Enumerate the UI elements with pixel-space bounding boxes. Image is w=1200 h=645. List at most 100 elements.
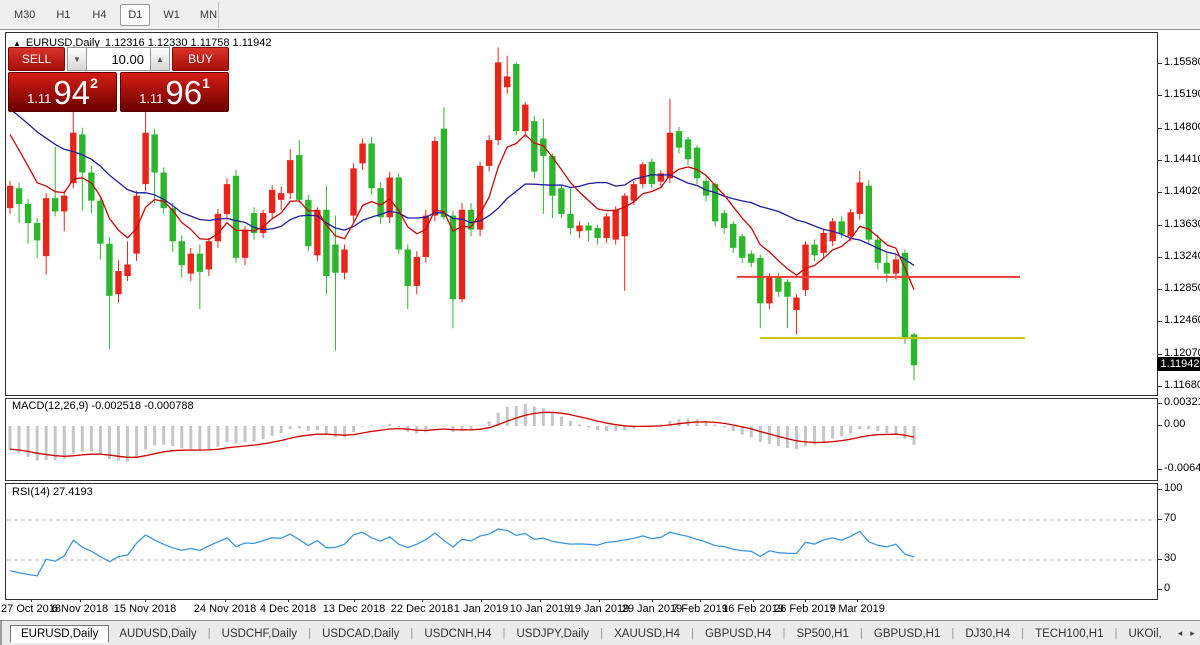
date-axis[interactable]: 27 Oct 2018 6 Nov 2018 15 Nov 2018 24 Nov 2… (0, 599, 1200, 619)
date-tick (80, 599, 81, 602)
chart-tab[interactable]: USDCNH,H4 (424, 627, 492, 640)
timeframe-button-h1[interactable]: H1 (48, 4, 78, 26)
sell-button[interactable]: SELL (8, 47, 65, 71)
volume-spinner: ▼ ▲ (67, 47, 170, 71)
date-label: 19 Jan 2019 (568, 603, 630, 615)
date-tick (540, 599, 541, 602)
price-axis-label-tick (1157, 63, 1162, 64)
date-label: 29 Jan 2019 (621, 603, 683, 615)
sell-price-button[interactable]: 1.11 94 2 (8, 72, 117, 112)
tab-separator: | (859, 627, 863, 640)
volume-input[interactable] (87, 47, 150, 71)
chart-tab[interactable]: DJ30,H4 (965, 627, 1011, 640)
timeframe-button-m30[interactable]: M30 (7, 4, 42, 26)
price-axis-label: 1.14020 (1164, 185, 1200, 197)
date-label: 27 Oct 2018 (1, 603, 61, 615)
chart-tab[interactable]: USDCHF,Daily (221, 627, 298, 640)
volume-increase-button[interactable]: ▲ (150, 47, 170, 71)
chart-tab[interactable]: AUDUSD,Daily (119, 627, 197, 640)
collapse-triangle-icon[interactable]: ▲ (13, 38, 21, 48)
chart-tab[interactable]: UKOil, (1128, 627, 1162, 640)
rsi-axis-label: 70 (1164, 512, 1177, 524)
tab-separator: | (1021, 627, 1025, 640)
price-axis-label: 1.14800 (1164, 121, 1200, 133)
tab-separator: | (207, 627, 211, 640)
price-axis-label: 1.12070 (1164, 347, 1200, 359)
buy-price-button[interactable]: 1.11 96 1 (120, 72, 229, 112)
price-chart-pane[interactable] (5, 32, 1158, 396)
price-axis-label: 1.14410 (1164, 153, 1200, 165)
tab-scroll-left-icon[interactable]: ◂ (1177, 628, 1183, 638)
tabbar-grip (0, 621, 6, 645)
price-axis-label-tick (1157, 192, 1162, 193)
date-tick (652, 599, 653, 602)
chart-tab[interactable]: SP500,H1 (796, 627, 849, 640)
price-axis-label: 1.12460 (1164, 314, 1200, 326)
macd-axis-label: 0.003216 (1164, 396, 1200, 408)
rsi-chart-canvas[interactable] (7, 485, 1158, 600)
macd-chart-canvas[interactable] (7, 400, 1158, 481)
timeframe-button-d1[interactable]: D1 (120, 3, 151, 26)
chart-tab[interactable]: GBPUSD,H1 (873, 627, 941, 640)
chart-tab[interactable]: TECH100,H1 (1035, 627, 1104, 640)
price-axis-label-tick (1157, 354, 1162, 355)
price-axis-label: 1.13240 (1164, 250, 1200, 262)
candlestick-chart-canvas[interactable] (7, 34, 1158, 395)
date-tick (481, 599, 482, 602)
chart-tab[interactable]: XAUUSD,H4 (614, 627, 680, 640)
chart-tab[interactable]: USDJPY,Daily (516, 627, 590, 640)
date-tick (354, 599, 355, 602)
price-axis-label-tick (1157, 128, 1162, 129)
macd-axis-label-tick (1157, 425, 1162, 426)
date-label: 6 Nov 2018 (51, 603, 109, 615)
rsi-axis-label-tick (1157, 589, 1162, 590)
date-tick (145, 599, 146, 602)
rsi-axis-label-tick (1157, 519, 1162, 520)
price-axis-label: 1.13630 (1164, 218, 1200, 230)
price-axis-label-tick (1157, 257, 1162, 258)
chart-tab-active[interactable]: EURUSD,Daily (10, 625, 110, 643)
price-axis-label-tick (1157, 386, 1162, 387)
price-axis-label: 1.15580 (1164, 56, 1200, 68)
date-tick (753, 599, 754, 602)
date-tick (288, 599, 289, 602)
price-axis-label-tick (1157, 321, 1162, 322)
sell-price-pips: 94 (53, 74, 91, 111)
volume-decrease-button[interactable]: ▼ (67, 47, 87, 71)
timeframe-button-mn[interactable]: MN (193, 4, 224, 26)
date-label: 22 Dec 2018 (390, 603, 454, 615)
rsi-axis-label-tick (1157, 559, 1162, 560)
rsi-label: RSI(14) 27.4193 (12, 486, 93, 498)
price-axis-label-tick (1157, 160, 1162, 161)
buy-button[interactable]: BUY (172, 47, 229, 71)
date-tick (31, 599, 32, 602)
date-tick (422, 599, 423, 602)
macd-axis-label: 0.00 (1164, 418, 1186, 430)
date-label: 16 Feb 2019 (722, 603, 784, 615)
macd-indicator-pane[interactable] (5, 398, 1158, 481)
date-label: 26 Feb 2019 (774, 603, 836, 615)
rsi-indicator-pane[interactable] (5, 483, 1158, 600)
chart-tab[interactable]: GBPUSD,H4 (704, 627, 772, 640)
date-label: 7 Mar 2019 (829, 603, 885, 615)
tab-scroll-arrows: ◂ ▸ (1178, 628, 1195, 639)
macd-label: MACD(12,26,9) -0.002518 -0.000788 (12, 400, 194, 412)
sell-price-base: 1.11 (27, 91, 52, 106)
date-tick (857, 599, 858, 602)
date-label: 13 Dec 2018 (322, 603, 386, 615)
timeframe-button-h4[interactable]: H4 (84, 4, 114, 26)
date-label: 15 Nov 2018 (113, 603, 177, 615)
arrow-down-icon: ▼ (73, 54, 81, 64)
timeframe-button-w1[interactable]: W1 (156, 4, 187, 26)
tab-scroll-right-icon[interactable]: ▸ (1190, 628, 1195, 638)
toolbar-separator (218, 2, 219, 28)
timeframe-toolbar: M30 H1 H4 D1 W1 MN (0, 0, 1200, 30)
rsi-axis-label: 0 (1164, 582, 1171, 594)
date-label: 10 Jan 2019 (509, 603, 571, 615)
rsi-axis-label: 100 (1164, 482, 1183, 494)
tab-separator: | (1114, 627, 1118, 640)
ohlc-values: 1.12316 1.12330 1.11758 1.11942 (104, 37, 272, 49)
chart-tab[interactable]: USDCAD,Daily (322, 627, 400, 640)
